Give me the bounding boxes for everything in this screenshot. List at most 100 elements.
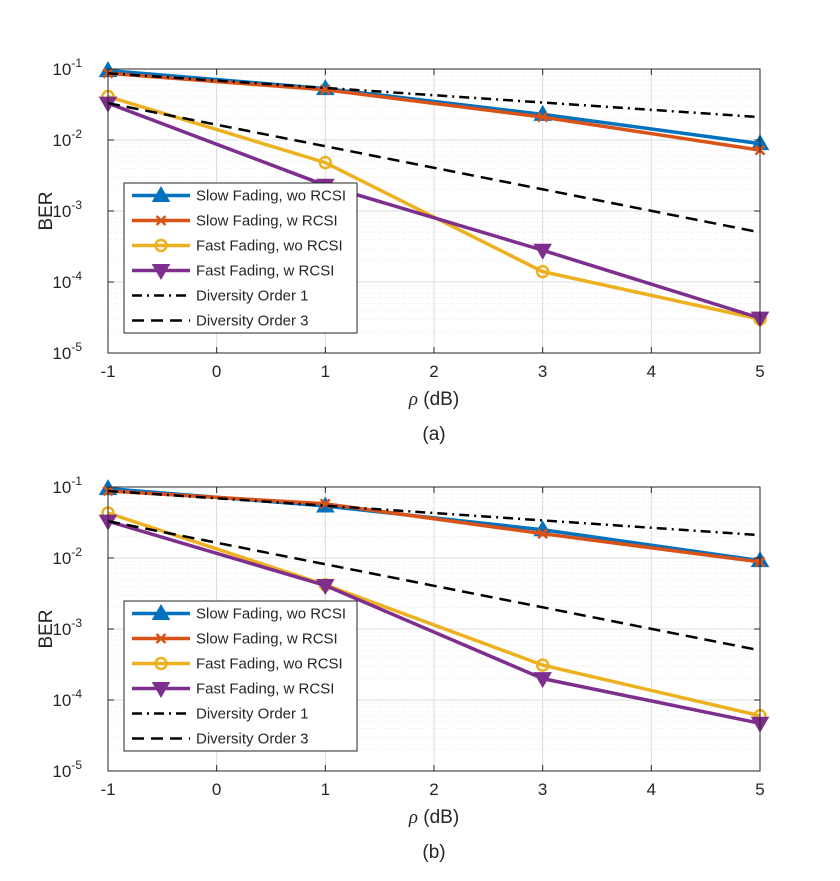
x-tick-label: 4: [647, 780, 656, 799]
y-tick-exponent: -4: [71, 687, 82, 701]
legend-swatch-marker-stroke-b: [155, 215, 167, 226]
x-axis-title-symbol: ρ: [408, 807, 418, 828]
y-tick-label: 10-1: [52, 56, 82, 79]
series-diversity-order-1-line: [107, 489, 761, 537]
x-tick-label: 0: [212, 780, 221, 799]
y-tick-base: 10: [52, 549, 71, 568]
y-tick-base: 10: [52, 762, 71, 781]
legend-entry: Diversity Order 3: [132, 731, 309, 748]
series-diversity-order-3: [107, 101, 761, 234]
series-fast-fading-w-rcsi: [98, 514, 770, 733]
legend-label: Slow Fading, wo RCSI: [196, 606, 346, 623]
x-tick-label: 3: [538, 780, 547, 799]
legend-swatch-marker-stroke-b: [155, 633, 167, 644]
y-tick-exponent: -5: [71, 340, 82, 354]
series-slow-fading-w-rcsi-point-stroke-b: [319, 498, 331, 510]
legend-box: [123, 600, 358, 752]
legend-entry: Slow Fading, w RCSI: [132, 213, 338, 230]
y-tick-label: 10-5: [52, 758, 82, 781]
legend-label: Fast Fading, w RCSI: [196, 681, 334, 698]
series-slow-fading-w-rcsi-line: [107, 71, 761, 152]
legend-label: Slow Fading, w RCSI: [196, 213, 338, 230]
y-tick-base: 10: [52, 60, 71, 79]
y-tick-base: 10: [52, 273, 71, 292]
legend-label: Diversity Order 3: [196, 313, 309, 330]
x-axis-title-symbol: ρ: [408, 389, 418, 410]
y-tick-base: 10: [52, 202, 71, 221]
sub-caption: (a): [422, 424, 445, 445]
legend-swatch-marker: [151, 263, 171, 280]
y-axis: 10-510-410-310-210-1: [52, 56, 760, 363]
series-slow-fading-w-rcsi-point: [537, 111, 549, 123]
series-slow-fading-w-rcsi-point-stroke-b: [319, 84, 331, 96]
y-axis-title: BER: [36, 191, 57, 230]
y-axis-title: BER: [36, 609, 57, 648]
legend-entry: Fast Fading, w RCSI: [132, 681, 334, 698]
series-fast-fading-w-rcsi-line: [107, 101, 761, 320]
legend: Slow Fading, wo RCSI Slow Fading, w RCSI F…: [123, 182, 358, 334]
legend: Slow Fading, wo RCSI Slow Fading, w RCSI F…: [123, 600, 358, 752]
series-fast-fading-w-rcsi-point: [533, 672, 552, 689]
x-tick-label: 5: [755, 362, 764, 381]
y-tick-exponent: -3: [71, 198, 82, 212]
y-tick-base: 10: [52, 344, 71, 363]
series-group: [98, 479, 770, 733]
y-tick-base: 10: [52, 620, 71, 639]
legend-label: Fast Fading, w RCSI: [196, 263, 334, 280]
x-axis-title-unit: (dB): [418, 389, 459, 410]
series-slow-fading-w-rcsi-point: [537, 528, 549, 540]
x-axis: -1 0 1 2 3 4 5: [100, 69, 765, 381]
legend-entry: Slow Fading, wo RCSI: [132, 186, 346, 205]
series-diversity-order-1: [107, 72, 761, 119]
x-axis-title-unit: (dB): [418, 807, 459, 828]
series-fast-fading-w-rcsi-line: [107, 519, 761, 725]
series-fast-fading-wo-rcsi-point: [318, 155, 333, 170]
x-tick-label: 4: [647, 362, 656, 381]
series-fast-fading-w-rcsi-point: [316, 578, 335, 595]
y-axis: 10-510-410-310-210-1: [52, 474, 760, 781]
x-tick-label: 3: [538, 362, 547, 381]
series-fast-fading-wo-rcsi-point: [535, 264, 550, 279]
y-tick-exponent: -1: [71, 474, 82, 488]
y-tick-label: 10-4: [52, 687, 82, 710]
legend-label: Fast Fading, wo RCSI: [196, 238, 343, 255]
x-axis-title: ρ (dB): [408, 807, 459, 828]
legend-swatch-marker: [154, 238, 168, 253]
y-tick-base: 10: [52, 478, 71, 497]
legend-swatch-marker: [155, 633, 167, 644]
legend-swatch-marker: [151, 604, 171, 621]
legend-label: Slow Fading, wo RCSI: [196, 188, 346, 205]
series-slow-fading-w-rcsi-line: [107, 489, 761, 564]
series-slow-fading-w-rcsi-point-stroke-b: [537, 111, 549, 123]
legend-entry: Slow Fading, w RCSI: [132, 631, 338, 648]
x-tick-label: 1: [321, 362, 330, 381]
legend-box: [123, 182, 358, 334]
y-tick-label: 10-3: [52, 616, 82, 639]
y-tick-base: 10: [52, 131, 71, 150]
legend-entry: Fast Fading, wo RCSI: [132, 656, 343, 673]
legend-entry: Fast Fading, w RCSI: [132, 263, 334, 280]
x-tick-label: 2: [429, 780, 438, 799]
legend-label: Diversity Order 3: [196, 731, 309, 748]
legend-label: Fast Fading, wo RCSI: [196, 656, 343, 673]
y-tick-label: 10-2: [52, 127, 82, 150]
y-tick-label: 10-1: [52, 474, 82, 497]
x-tick-label: 5: [755, 780, 764, 799]
series-fast-fading-w-rcsi-point: [533, 243, 552, 260]
x-axis: -1 0 1 2 3 4 5: [100, 487, 765, 799]
legend-label: Diversity Order 1: [196, 288, 309, 305]
series-diversity-order-3-line: [107, 101, 761, 234]
legend-label: Slow Fading, w RCSI: [196, 631, 338, 648]
x-tick-label: -1: [100, 362, 115, 381]
legend-entry: Diversity Order 3: [132, 313, 309, 330]
x-tick-label: 0: [212, 362, 221, 381]
sub-caption: (b): [422, 842, 445, 863]
legend-swatch-marker: [155, 215, 167, 226]
series-diversity-order-1-line: [107, 72, 761, 119]
y-tick-base: 10: [52, 691, 71, 710]
x-tick-label: -1: [100, 780, 115, 799]
y-tick-label: 10-4: [52, 269, 82, 292]
legend-entry: Slow Fading, wo RCSI: [132, 604, 346, 623]
series-diversity-order-1: [107, 489, 761, 537]
